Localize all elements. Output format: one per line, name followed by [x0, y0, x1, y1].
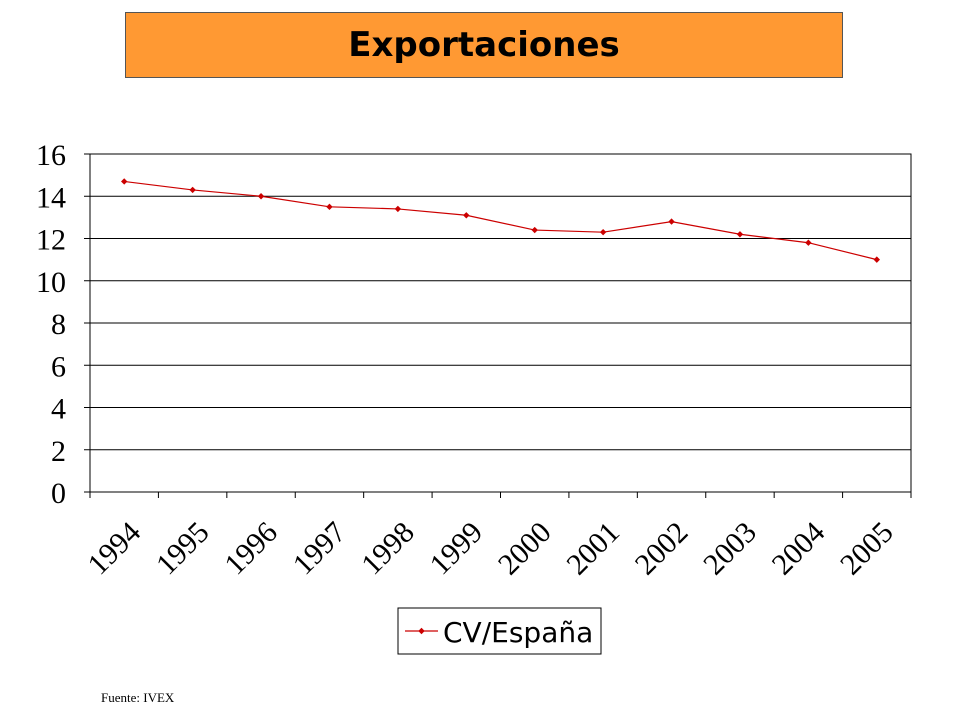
x-tick-label-2002: 2002 — [629, 516, 695, 582]
x-tick-label-2003: 2003 — [697, 516, 763, 582]
data-point-1997 — [326, 203, 333, 211]
data-point-2003 — [736, 231, 744, 238]
y-tick-label-8: 8 — [51, 308, 66, 341]
y-tick-label-6: 6 — [51, 350, 66, 383]
data-point-2001 — [599, 228, 607, 236]
data-point-2004 — [805, 239, 812, 246]
y-tick-label-14: 14 — [36, 181, 66, 214]
x-tick-label-1999: 1999 — [423, 516, 489, 582]
y-tick-label-2: 2 — [51, 435, 66, 468]
x-tick-label-1995: 1995 — [150, 516, 216, 582]
data-point-1998 — [394, 205, 402, 213]
data-point-1995 — [189, 186, 196, 194]
y-tick-label-4: 4 — [51, 393, 66, 426]
x-tick-label-1998: 1998 — [355, 516, 421, 582]
chart-title-banner: Exportaciones — [125, 12, 843, 78]
series-line-0 — [124, 180, 877, 261]
x-tick-label-2000: 2000 — [492, 516, 558, 582]
data-point-1994 — [121, 178, 128, 185]
legend-marker-icon — [418, 627, 425, 635]
data-point-2002 — [668, 218, 675, 225]
data-point-1996 — [257, 193, 265, 200]
x-tick-label-1997: 1997 — [287, 516, 353, 582]
x-tick-label-2001: 2001 — [560, 516, 626, 582]
source-note: Fuente: IVEX — [101, 690, 175, 705]
data-point-2005 — [873, 256, 880, 263]
y-tick-label-10: 10 — [36, 266, 66, 299]
x-tick-label-2004: 2004 — [766, 516, 832, 582]
x-tick-label-1994: 1994 — [81, 516, 147, 582]
chart-title: Exportaciones — [348, 25, 620, 65]
y-tick-label-0: 0 — [51, 477, 66, 510]
y-tick-label-16: 16 — [36, 139, 66, 172]
legend-label: CV/España — [443, 616, 593, 649]
data-point-1999 — [463, 212, 470, 219]
x-tick-label-1996: 1996 — [218, 516, 284, 582]
y-tick-label-12: 12 — [36, 224, 66, 257]
x-tick-label-2005: 2005 — [834, 516, 900, 582]
data-point-2000 — [531, 226, 538, 234]
